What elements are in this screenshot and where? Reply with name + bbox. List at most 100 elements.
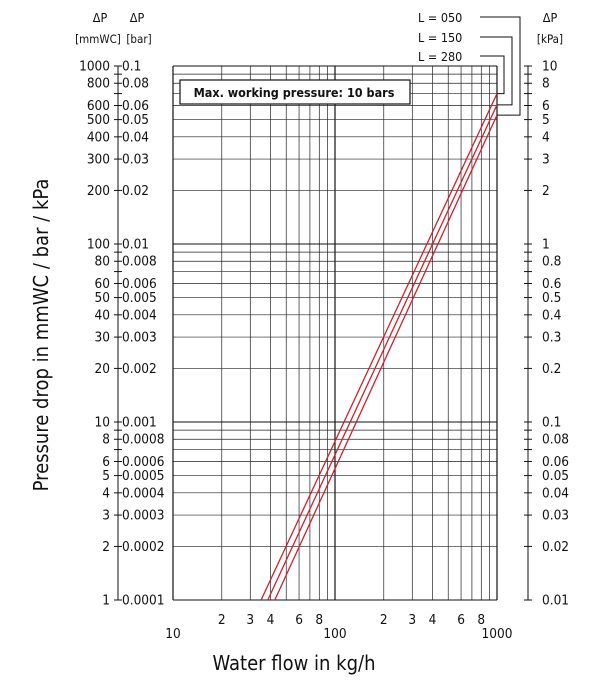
x-tick-label: 100 [323,626,346,642]
right-axis-unit: [kPa] [537,32,563,46]
y-tick-label-mmwc: 400 [87,129,110,145]
y-tick-label-kpa: 2 [542,183,550,199]
y-tick-label-bar: 0.02 [122,183,149,199]
y-tick-label-kpa: 0.03 [542,508,569,524]
x-tick-label: 1000 [482,626,513,642]
y-tick-label-kpa: 0.01 [542,593,569,609]
y-tick-label-kpa: 10 [542,59,557,75]
legend-leader [480,36,513,106]
series-line [274,114,498,601]
x-tick-label: 10 [165,626,180,642]
y-tick-label-bar: 0.0008 [122,432,164,448]
y-tick-label-mmwc: 50 [95,290,110,306]
chart-series: L = 050 L = 150 L = 280 [260,10,521,601]
y-tick-label-kpa: 4 [542,129,550,145]
y-tick-label-bar: 0.003 [122,330,157,346]
left-axis-1-unit: [mmWC] [75,32,121,46]
y-tick-label-kpa: 0.3 [542,330,561,346]
x-tick-label: 4 [267,612,275,628]
y-tick-label-mmwc: 100 [87,237,110,253]
x-tick-label: 3 [408,612,416,628]
y-tick-label-mmwc: 10 [95,415,110,431]
x-tick-label: 6 [295,612,303,628]
y-tick-label-mmwc: 30 [95,330,110,346]
y-tick-label-mmwc: 800 [87,76,110,92]
y-tick-label-bar: 0.0003 [122,508,164,524]
y-tick-label-kpa: 1 [542,237,550,253]
x-tick-label: 2 [218,612,226,628]
legend-label: L = 150 [418,30,462,45]
y-tick-label-bar: 0.0004 [122,485,165,501]
y-tick-label-kpa: 0.04 [542,485,569,501]
y-tick-label-bar: 0.1 [122,59,141,75]
y-tick-label-mmwc: 600 [87,98,110,114]
left-axis-2-unit: [bar] [126,32,151,46]
y-tick-label-kpa: 3 [542,152,550,168]
x-tick-label: 4 [429,612,437,628]
y-tick-label-bar: 0.0001 [122,593,164,609]
y-tick-label-bar: 0.08 [122,76,149,92]
y-tick-label-mmwc: 40 [95,307,110,323]
legend-label: L = 050 [418,10,462,25]
y-tick-label-kpa: 0.05 [542,468,569,484]
series-line [260,93,498,601]
y-tick-label-bar: 0.001 [122,415,157,431]
y-tick-label-kpa: 0.4 [542,307,562,323]
y-tick-label-kpa: 0.5 [542,290,561,306]
y-tick-label-kpa: 5 [542,112,550,128]
y-tick-label-kpa: 0.06 [542,454,569,470]
y-tick-label-bar: 0.005 [122,290,157,306]
y-tick-label-bar: 0.002 [122,361,157,377]
legend-label: L = 280 [418,49,462,64]
y-tick-label-mmwc: 200 [87,183,110,199]
y-tick-label-mmwc: 20 [95,361,110,377]
legend-leader [480,16,521,116]
y-tick-label-mmwc: 1000 [79,59,110,75]
y-tick-label-mmwc: 4 [102,485,110,501]
annotation-frame [179,79,411,105]
right-axis-symbol: ΔP [543,10,558,25]
y-tick-label-bar: 0.05 [122,112,149,128]
y-tick-label-bar: 0.06 [122,98,149,114]
axis-ticks: 1000800600500400300200100806050403020108… [79,59,569,643]
left-axis-1-symbol: ΔP [93,10,108,25]
y-tick-label-bar: 0.008 [122,254,157,270]
x-tick-label: 3 [246,612,254,628]
y-tick-label-mmwc: 5 [102,468,110,484]
max-pressure-note: Max. working pressure: 10 bars [194,85,395,100]
y-tick-label-kpa: 6 [542,98,550,114]
y-tick-label-kpa: 0.8 [542,254,561,270]
y-tick-label-mmwc: 8 [102,432,110,448]
y-tick-label-bar: 0.004 [122,307,157,323]
y-tick-label-mmwc: 500 [87,112,110,128]
y-tick-label-mmwc: 2 [102,539,110,555]
chart-grid [172,65,498,601]
y-tick-label-kpa: 0.2 [542,361,561,377]
y-tick-label-bar: 0.0002 [122,539,164,555]
y-tick-label-bar: 0.01 [122,237,149,253]
y-tick-label-mmwc: 1 [102,593,110,609]
y-tick-label-mmwc: 3 [102,508,110,524]
y-tick-label-mmwc: 300 [87,152,110,168]
series-line [267,104,498,601]
y-tick-label-bar: 0.03 [122,152,149,168]
y-tick-label-bar: 0.006 [122,276,157,292]
x-tick-label: 2 [380,612,388,628]
x-tick-label: 6 [457,612,465,628]
y-tick-label-bar: 0.04 [122,129,149,145]
y-tick-label-mmwc: 6 [102,454,110,470]
x-tick-label: 8 [477,612,485,628]
legend-leader [480,55,505,95]
x-tick-label: 8 [315,612,323,628]
y-axis-label: Pressure drop in mmWC / bar / kPa [29,179,53,492]
x-axis-label: Water flow in kg/h [213,651,376,675]
y-tick-label-bar: 0.0005 [122,468,164,484]
y-tick-label-mmwc: 80 [95,254,110,270]
y-tick-label-kpa: 0.02 [542,539,569,555]
y-tick-label-kpa: 0.08 [542,432,569,448]
annotation-box: Max. working pressure: 10 bars [179,79,411,105]
y-tick-label-kpa: 0.6 [542,276,561,292]
y-tick-label-kpa: 0.1 [542,415,561,431]
y-tick-label-mmwc: 60 [95,276,110,292]
